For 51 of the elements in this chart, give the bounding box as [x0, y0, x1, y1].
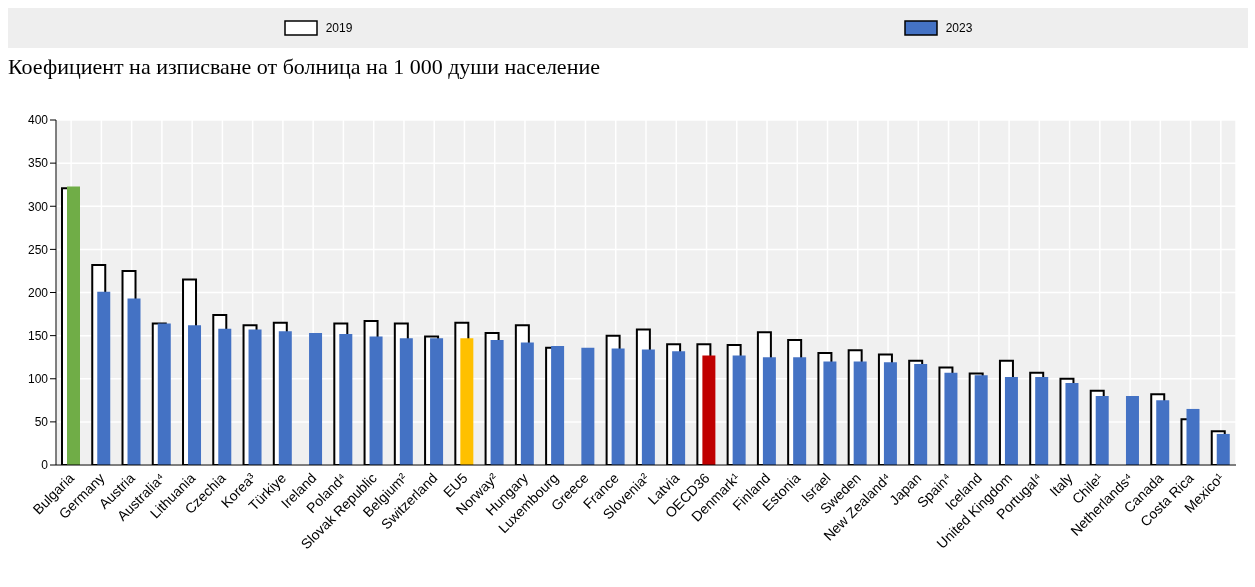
bar [1125, 396, 1139, 465]
bar [1156, 400, 1170, 465]
bar [1186, 408, 1200, 465]
y-tick-label: 150 [27, 328, 49, 343]
y-tick-label: 50 [34, 415, 49, 430]
bar [672, 351, 686, 465]
y-tick-label: 200 [27, 285, 49, 300]
bar [430, 338, 444, 465]
y-tick-label: 100 [27, 372, 49, 387]
bar [1065, 383, 1079, 465]
y-tick-label: 400 [27, 113, 49, 128]
bar [823, 361, 837, 465]
bar [520, 342, 534, 465]
bar [551, 345, 565, 465]
bar [399, 338, 413, 465]
legend-label: 2019 [325, 21, 353, 35]
bar [1216, 433, 1230, 465]
y-tick-label: 350 [27, 156, 49, 171]
bar [490, 339, 504, 465]
y-tick-label: 0 [41, 458, 49, 473]
bar [1035, 377, 1049, 465]
legend-label: 2023 [945, 21, 973, 35]
bar [1004, 377, 1018, 465]
bar [188, 325, 202, 465]
chart-title: Коефициент на изписване от болница на 1 000 души население [8, 54, 601, 80]
bar [248, 329, 262, 465]
bar [67, 186, 80, 465]
bar [793, 357, 807, 465]
bar [914, 364, 928, 465]
bar [944, 372, 958, 465]
bar [762, 357, 776, 465]
bar [974, 375, 988, 465]
bar [1095, 396, 1109, 465]
bar [460, 338, 474, 465]
bar [732, 355, 746, 465]
bar [581, 347, 595, 465]
bar [157, 323, 171, 465]
bar [641, 349, 655, 465]
bar [339, 333, 353, 465]
y-tick-label: 250 [27, 242, 49, 257]
bar [309, 333, 323, 465]
bar [883, 362, 897, 465]
bar [611, 348, 625, 465]
bar [127, 298, 141, 465]
y-tick-label: 300 [27, 199, 49, 214]
bar [218, 328, 232, 465]
bar [369, 336, 383, 465]
bar [853, 361, 867, 465]
bar [97, 291, 111, 465]
bar [278, 331, 292, 465]
bar [702, 355, 716, 465]
